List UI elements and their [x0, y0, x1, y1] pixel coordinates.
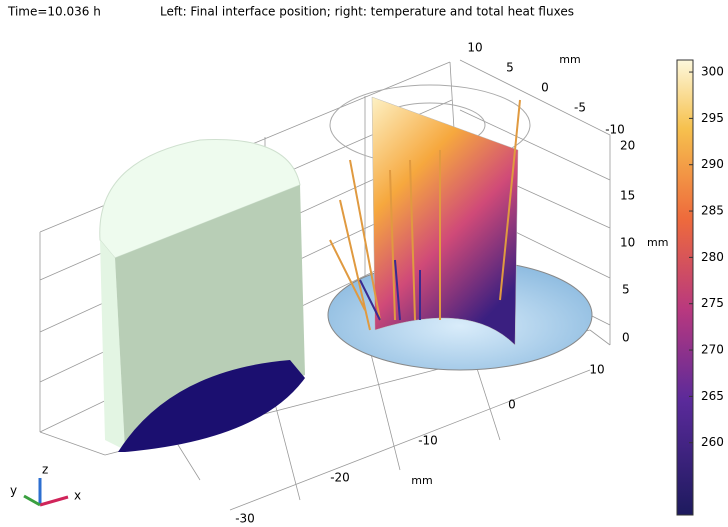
tick-label: 10 [467, 41, 482, 55]
tick-label: 5 [506, 61, 514, 75]
tick-label: 0 [508, 398, 516, 412]
right-domain [327, 84, 593, 371]
colorbar-tick-label: 260 [701, 435, 724, 449]
colorbar-tick-label: 295 [701, 111, 724, 125]
triad-label: y [10, 484, 17, 498]
tick-label: 10 [589, 363, 604, 377]
tick-label: 10 [620, 236, 635, 250]
axis-unit: mm [411, 474, 432, 487]
axis-unit: mm [647, 236, 668, 249]
colorbar-tick-label: 300 [701, 65, 724, 79]
tick-label: 15 [620, 189, 635, 203]
tick-label: -30 [235, 512, 255, 526]
tick-label: 5 [622, 283, 630, 297]
time-label: Time=10.036 h [7, 5, 101, 19]
tick-label: -10 [418, 434, 438, 448]
axis-triad: z x y [10, 463, 81, 507]
tick-label: -10 [605, 123, 625, 137]
colorbar-tick-label: 265 [701, 389, 724, 403]
plot-title: Left: Final interface position; right: t… [160, 5, 574, 19]
left-domain [99, 139, 305, 452]
colorbar-tick-label: 285 [701, 204, 724, 218]
tick-label: -5 [574, 101, 586, 115]
tick-label: 0 [622, 331, 630, 345]
axis-labels: 10 5 0 -5 -10 mm 20 15 10 5 0 mm 10 0 -1… [235, 41, 668, 526]
colorbar-tick-label: 280 [701, 250, 724, 264]
tick-label: 20 [620, 139, 635, 153]
colorbar-tick-label: 275 [701, 296, 724, 310]
colorbar [676, 59, 694, 516]
colorbar-tick-label: 270 [701, 343, 724, 357]
colorbar-tick-label: 290 [701, 157, 724, 171]
tick-label: 0 [541, 81, 549, 95]
colorbar-ticks: 260 265 270 275 280 285 290 295 300 [689, 65, 724, 449]
triad-label: x [74, 489, 81, 503]
tick-label: -20 [330, 471, 350, 485]
triad-label: z [42, 463, 48, 477]
axis-unit: mm [559, 53, 580, 66]
